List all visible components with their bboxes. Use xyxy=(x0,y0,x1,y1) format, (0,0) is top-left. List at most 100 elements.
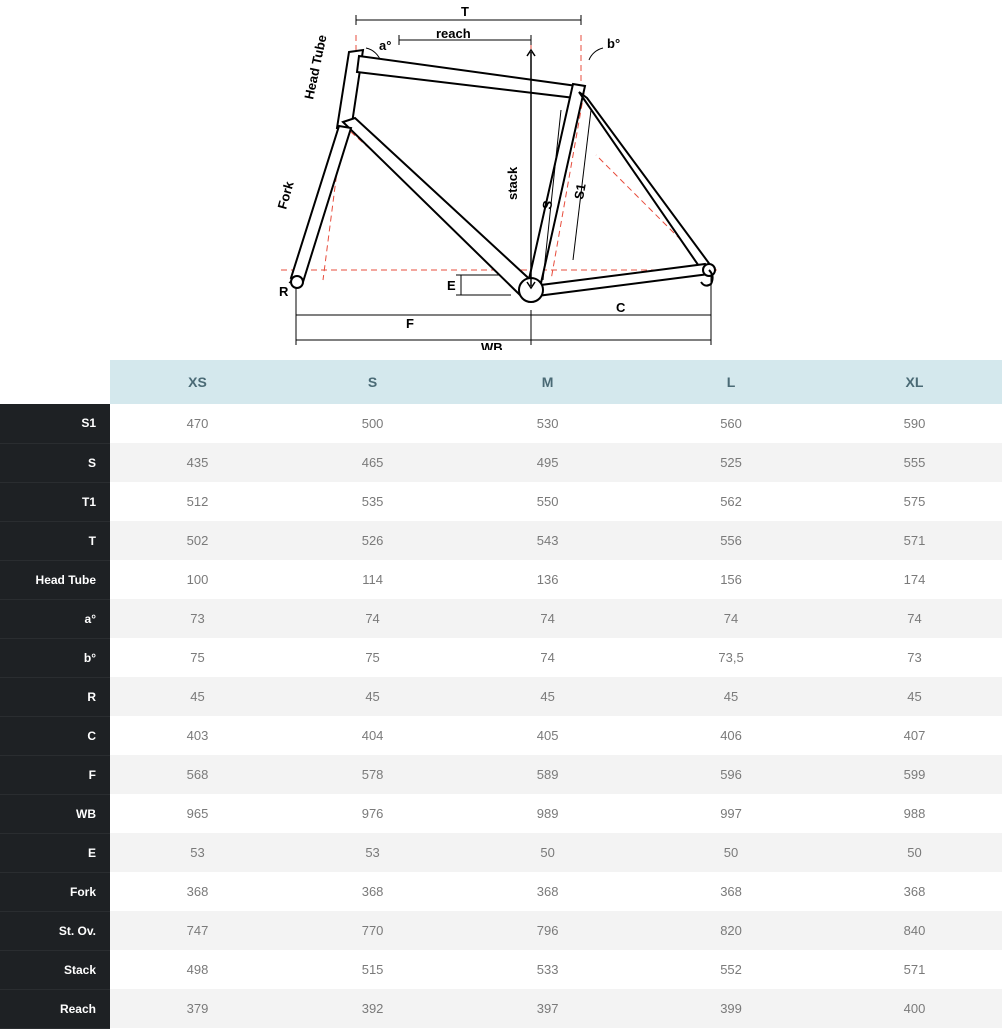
table-cell: 397 xyxy=(460,989,635,1028)
label-b: b° xyxy=(607,36,620,51)
row-label: Reach xyxy=(0,989,110,1028)
table-cell: 156 xyxy=(635,560,827,599)
size-header: XL xyxy=(827,360,1002,404)
table-cell: 368 xyxy=(635,872,827,911)
table-cell: 100 xyxy=(110,560,285,599)
table-cell: 578 xyxy=(285,755,460,794)
row-label: St. Ov. xyxy=(0,911,110,950)
label-a: a° xyxy=(379,38,391,53)
table-cell: 53 xyxy=(110,833,285,872)
row-label: WB xyxy=(0,794,110,833)
size-header: XS xyxy=(110,360,285,404)
table-cell: 571 xyxy=(827,950,1002,989)
size-header: L xyxy=(635,360,827,404)
table-cell: 840 xyxy=(827,911,1002,950)
table-cell: 568 xyxy=(110,755,285,794)
table-cell: 965 xyxy=(110,794,285,833)
row-label: F xyxy=(0,755,110,794)
table-cell: 73,5 xyxy=(635,638,827,677)
table-cell: 988 xyxy=(827,794,1002,833)
row-label: a° xyxy=(0,599,110,638)
label-T: T xyxy=(461,4,469,19)
table-cell: 512 xyxy=(110,482,285,521)
table-row: Stack498515533552571 xyxy=(0,950,1002,989)
row-label: T xyxy=(0,521,110,560)
table-cell: 533 xyxy=(460,950,635,989)
row-label: T1 xyxy=(0,482,110,521)
table-cell: 50 xyxy=(827,833,1002,872)
table-cell: 556 xyxy=(635,521,827,560)
table-cell: 435 xyxy=(110,443,285,482)
table-body: S1470500530560590S435465495525555T151253… xyxy=(0,404,1002,1028)
table-cell: 400 xyxy=(827,989,1002,1028)
table-row: Reach379392397399400 xyxy=(0,989,1002,1028)
table-cell: 550 xyxy=(460,482,635,521)
table-cell: 590 xyxy=(827,404,1002,443)
table-row: a°7374747474 xyxy=(0,599,1002,638)
label-reach: reach xyxy=(436,26,471,41)
table-cell: 599 xyxy=(827,755,1002,794)
table-cell: 596 xyxy=(635,755,827,794)
table-cell: 45 xyxy=(285,677,460,716)
table-cell: 571 xyxy=(827,521,1002,560)
table-row: Head Tube100114136156174 xyxy=(0,560,1002,599)
table-cell: 368 xyxy=(460,872,635,911)
table-row: S1470500530560590 xyxy=(0,404,1002,443)
table-cell: 589 xyxy=(460,755,635,794)
table-cell: 525 xyxy=(635,443,827,482)
row-label: R xyxy=(0,677,110,716)
table-cell: 976 xyxy=(285,794,460,833)
table-row: St. Ov.747770796820840 xyxy=(0,911,1002,950)
table-cell: 820 xyxy=(635,911,827,950)
table-row: C403404405406407 xyxy=(0,716,1002,755)
table-cell: 796 xyxy=(460,911,635,950)
label-F: F xyxy=(406,316,414,331)
table-cell: 404 xyxy=(285,716,460,755)
table-cell: 53 xyxy=(285,833,460,872)
table-header: XSSMLXL xyxy=(0,360,1002,404)
table-cell: 45 xyxy=(827,677,1002,716)
table-cell: 498 xyxy=(110,950,285,989)
table-cell: 535 xyxy=(285,482,460,521)
table-cell: 174 xyxy=(827,560,1002,599)
table-row: F568578589596599 xyxy=(0,755,1002,794)
table-cell: 405 xyxy=(460,716,635,755)
row-label: E xyxy=(0,833,110,872)
table-cell: 45 xyxy=(460,677,635,716)
table-cell: 74 xyxy=(827,599,1002,638)
table-cell: 45 xyxy=(635,677,827,716)
table-cell: 552 xyxy=(635,950,827,989)
table-cell: 543 xyxy=(460,521,635,560)
table-cell: 368 xyxy=(110,872,285,911)
table-cell: 45 xyxy=(110,677,285,716)
row-label: Head Tube xyxy=(0,560,110,599)
geometry-table: XSSMLXL S1470500530560590S43546549552555… xyxy=(0,360,1002,1029)
label-head-tube: Head Tube xyxy=(301,33,329,100)
size-header: M xyxy=(460,360,635,404)
label-stack: stack xyxy=(505,166,520,200)
table-cell: 403 xyxy=(110,716,285,755)
table-cell: 75 xyxy=(285,638,460,677)
table-cell: 747 xyxy=(110,911,285,950)
table-cell: 73 xyxy=(827,638,1002,677)
label-WB: WB xyxy=(481,340,503,350)
table-cell: 73 xyxy=(110,599,285,638)
table-cell: 136 xyxy=(460,560,635,599)
row-label: Stack xyxy=(0,950,110,989)
table-cell: 465 xyxy=(285,443,460,482)
table-cell: 114 xyxy=(285,560,460,599)
table-cell: 379 xyxy=(110,989,285,1028)
table-cell: 495 xyxy=(460,443,635,482)
table-row: b°75757473,573 xyxy=(0,638,1002,677)
table-cell: 562 xyxy=(635,482,827,521)
table-cell: 392 xyxy=(285,989,460,1028)
row-label: S xyxy=(0,443,110,482)
table-cell: 470 xyxy=(110,404,285,443)
table-cell: 50 xyxy=(460,833,635,872)
table-cell: 399 xyxy=(635,989,827,1028)
table-row: T502526543556571 xyxy=(0,521,1002,560)
label-E: E xyxy=(447,278,456,293)
table-cell: 560 xyxy=(635,404,827,443)
table-cell: 368 xyxy=(285,872,460,911)
table-cell: 368 xyxy=(827,872,1002,911)
